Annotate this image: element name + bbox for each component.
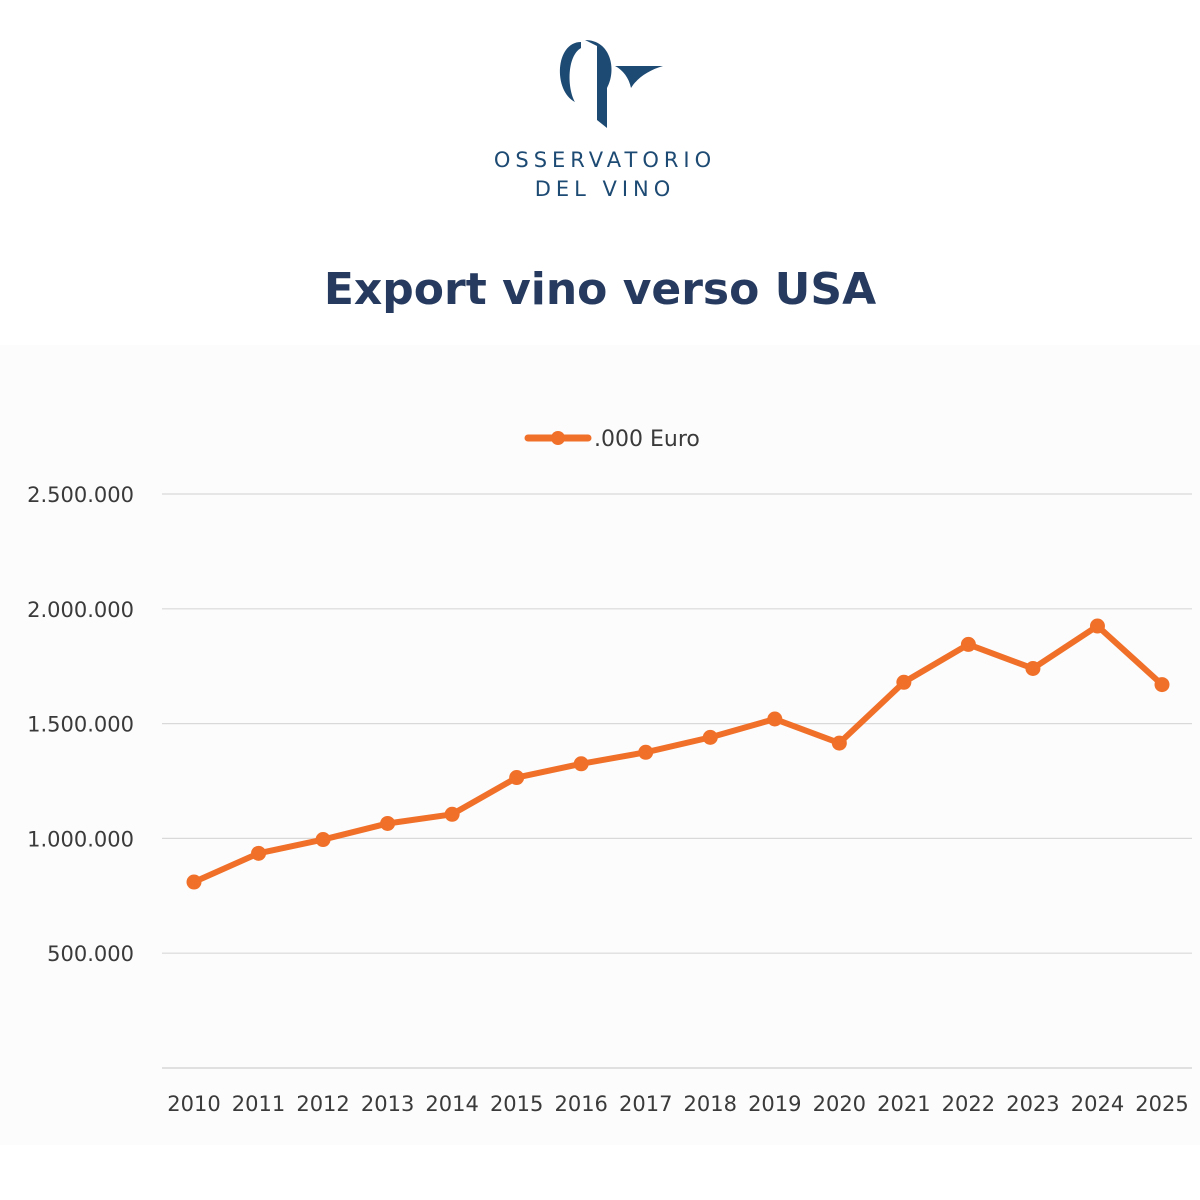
x-tick-label: 2019 — [748, 1092, 801, 1116]
chart-panel: 500.000 1.000.000 1.500.000 2.000.000 2.500.… — [0, 345, 1200, 1145]
x-tick-label: 2015 — [490, 1092, 543, 1116]
data-point — [315, 832, 331, 848]
brand-logo: OSSERVATORIO DEL VINO — [0, 30, 1200, 220]
x-tick-label: 2011 — [232, 1092, 285, 1116]
data-point — [960, 636, 976, 652]
x-tick-label: 2025 — [1135, 1092, 1188, 1116]
x-tick-label: 2016 — [554, 1092, 607, 1116]
data-point — [251, 845, 267, 861]
x-tick-label: 2018 — [684, 1092, 737, 1116]
y-tick-label: 500.000 — [47, 942, 134, 966]
data-point — [573, 756, 589, 772]
data-point — [831, 735, 847, 751]
series-line — [191, 623, 1165, 886]
data-point — [1089, 618, 1105, 634]
x-tick-label: 2013 — [361, 1092, 414, 1116]
y-tick-label: 1.000.000 — [27, 827, 134, 851]
series-layer — [186, 618, 1170, 890]
y-axis: 500.000 1.000.000 1.500.000 2.000.000 2.500.… — [27, 483, 134, 966]
x-tick-label: 2023 — [1006, 1092, 1059, 1116]
data-point — [509, 770, 525, 786]
x-tick-label: 2017 — [619, 1092, 672, 1116]
x-axis: 2010 2011 2012 2013 2014 2015 2016 2017 2018 2019… — [167, 1092, 1188, 1116]
x-tick-label: 2012 — [296, 1092, 349, 1116]
line-chart: 500.000 1.000.000 1.500.000 2.000.000 2.500.… — [27, 427, 1192, 1116]
logo-text-line-2: DEL VINO — [534, 177, 676, 201]
y-tick-label: 1.500.000 — [27, 713, 134, 737]
data-point — [702, 729, 718, 745]
y-tick-label: 2.500.000 — [27, 483, 134, 507]
x-tick-label: 2020 — [813, 1092, 866, 1116]
data-point — [896, 674, 912, 690]
data-point — [767, 711, 783, 727]
data-point — [380, 815, 396, 831]
data-point — [1154, 677, 1170, 693]
logo-mark-icon — [559, 40, 663, 128]
chart-title: Export vino verso USA — [323, 264, 877, 315]
legend-swatch-marker — [551, 431, 565, 445]
logo-text-line-1: OSSERVATORIO — [493, 148, 717, 172]
legend: .000 Euro — [524, 427, 700, 452]
grid-layer — [162, 493, 1192, 1069]
x-tick-label: 2021 — [877, 1092, 930, 1116]
data-point — [444, 806, 460, 822]
data-point — [1025, 660, 1041, 676]
x-tick-label: 2022 — [942, 1092, 995, 1116]
data-point — [638, 744, 654, 760]
legend-label: .000 Euro — [594, 427, 700, 452]
x-tick-label: 2010 — [167, 1092, 220, 1116]
x-tick-label: 2014 — [425, 1092, 478, 1116]
y-tick-label: 2.000.000 — [27, 598, 134, 622]
x-tick-label: 2024 — [1071, 1092, 1124, 1116]
data-point — [186, 874, 202, 890]
